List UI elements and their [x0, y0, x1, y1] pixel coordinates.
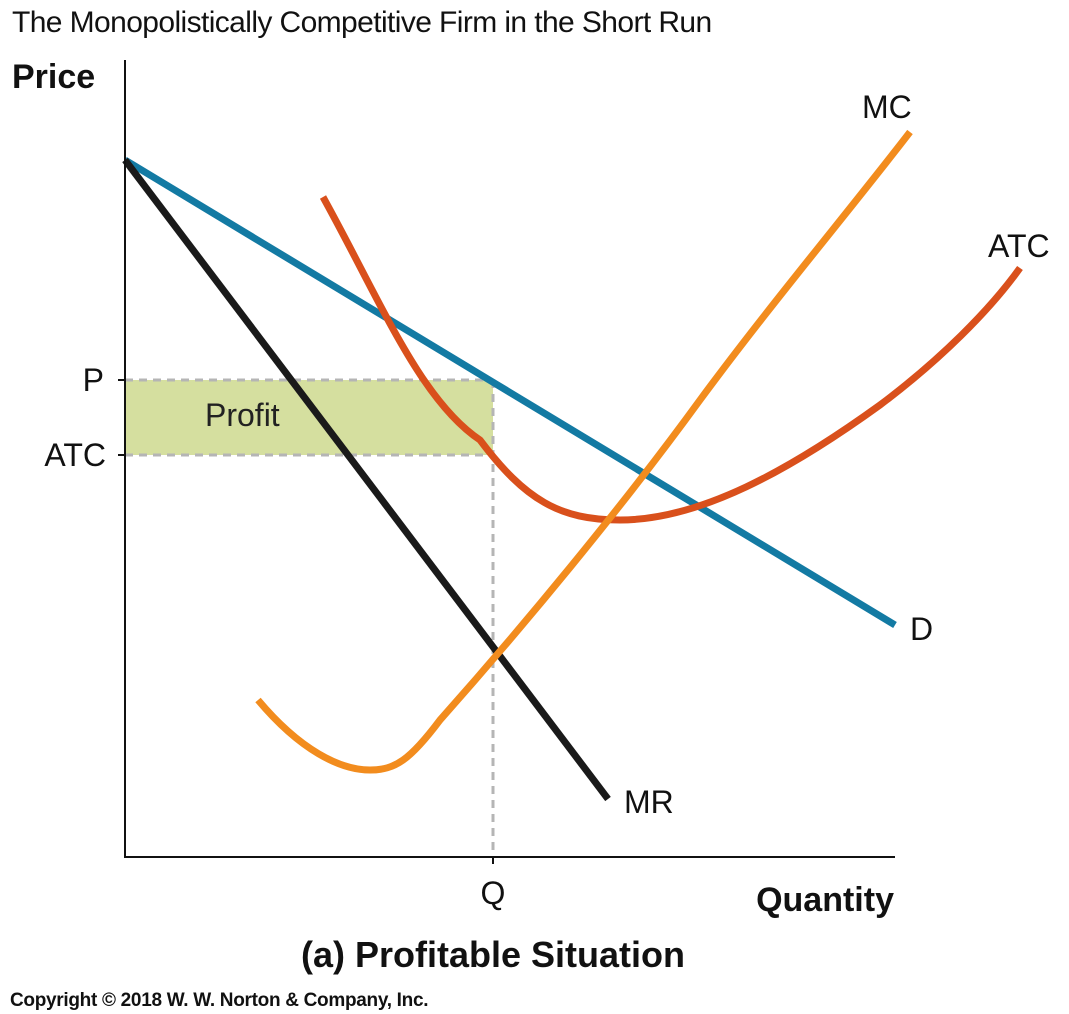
y-tick-label-p: P	[83, 362, 104, 398]
copyright-notice: Copyright © 2018 W. W. Norton & Company,…	[10, 990, 428, 1011]
mr-curve-label: MR	[624, 784, 674, 820]
mc-curve-label: MC	[862, 89, 912, 125]
chart-title: The Monopolistically Competitive Firm in…	[12, 6, 712, 39]
x-tick-label-q: Q	[481, 875, 506, 911]
average-total-cost-curve	[319, 195, 1023, 524]
profit-label: Profit	[205, 397, 280, 433]
d-curve-label: D	[910, 611, 933, 647]
y-axis-title: Price	[12, 58, 95, 96]
guide-lines	[125, 378, 495, 857]
tick-marks	[118, 379, 494, 864]
marginal-cost-curve	[255, 129, 913, 774]
atc-curve-label: ATC	[988, 228, 1050, 264]
y-tick-label-atc: ATC	[44, 437, 106, 473]
marginal-revenue-curve	[122, 157, 611, 802]
demand-curve	[123, 157, 897, 628]
profit-area	[125, 380, 493, 455]
x-axis-title: Quantity	[756, 881, 894, 919]
axes	[124, 60, 895, 858]
chart-subtitle: (a) Profitable Situation	[301, 934, 685, 975]
